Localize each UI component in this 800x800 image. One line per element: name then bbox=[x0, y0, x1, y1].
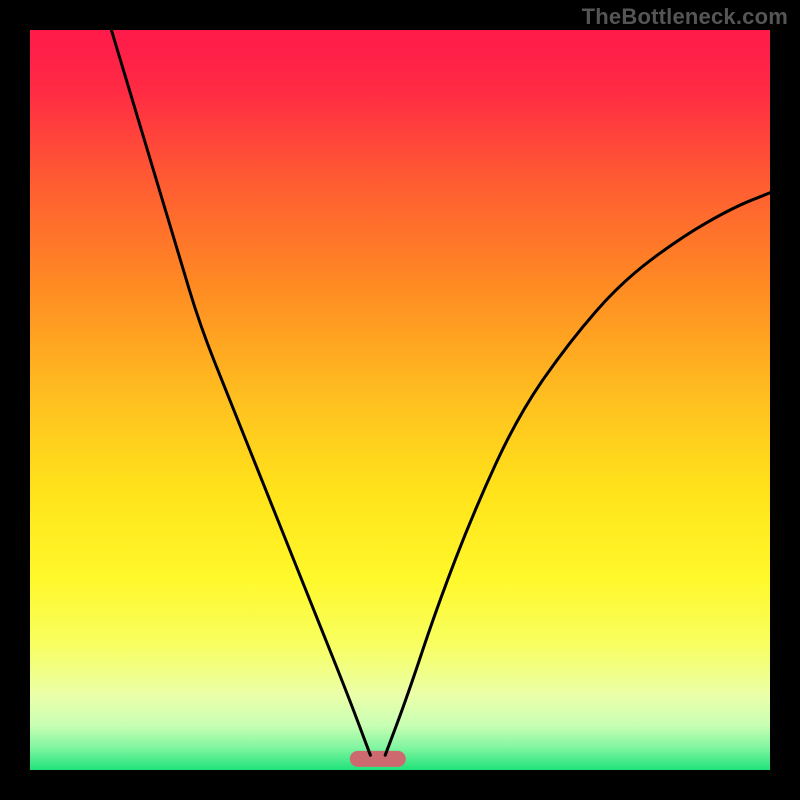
chart-svg bbox=[0, 0, 800, 800]
chart-root: TheBottleneck.com bbox=[0, 0, 800, 800]
chart-plot-area bbox=[30, 30, 770, 770]
watermark-text: TheBottleneck.com bbox=[582, 4, 788, 30]
bottleneck-marker bbox=[350, 751, 406, 767]
